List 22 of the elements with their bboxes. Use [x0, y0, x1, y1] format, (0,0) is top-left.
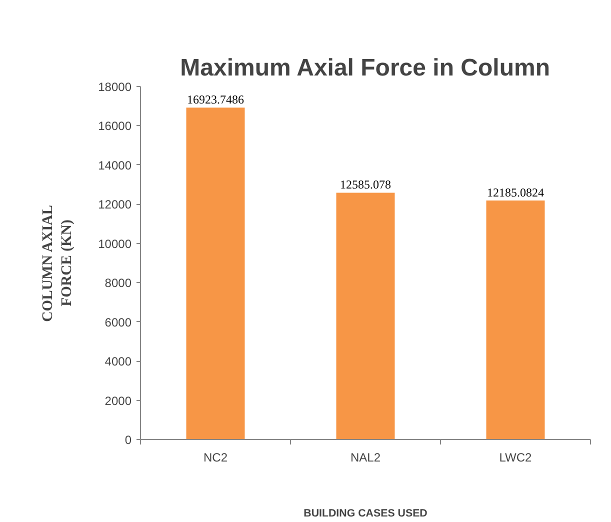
bar: [186, 108, 245, 440]
data-label: 16923.7486: [187, 92, 244, 107]
x-tick-label: NAL2: [350, 450, 381, 464]
y-tick-label: 10000: [98, 236, 132, 251]
x-axis-title: BUILDING CASES USED: [304, 508, 428, 520]
y-tick-label: 0: [124, 433, 132, 447]
y-axis-title: COLUMN AXIAL FORCE (KN): [40, 204, 76, 322]
y-tick-label: 4000: [104, 354, 132, 369]
x-tick-label: LWC2: [499, 450, 532, 464]
y-tick-label: 14000: [98, 158, 132, 172]
y-tick-label: 12000: [98, 198, 132, 212]
bar: [336, 192, 395, 440]
y-tick-label: 18000: [98, 80, 132, 94]
data-label: 12185.0824: [487, 186, 544, 200]
x-tick-label: NC2: [203, 450, 228, 464]
chart-title: Maximum Axial Force in Column: [180, 54, 550, 82]
data-label: 12585.078: [340, 178, 391, 192]
bar: [486, 200, 545, 440]
y-tick-label: 8000: [104, 276, 132, 290]
y-tick-label: 6000: [104, 315, 132, 330]
y-tick-label: 16000: [98, 119, 132, 134]
y-tick-label: 2000: [104, 394, 132, 408]
